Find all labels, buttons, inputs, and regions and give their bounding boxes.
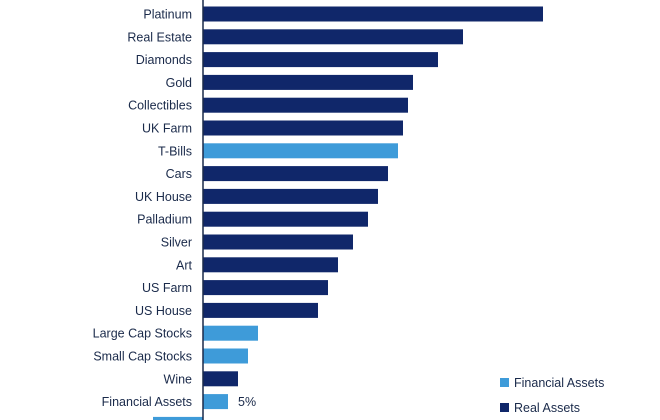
bar-us-farm	[203, 280, 328, 296]
legend-label-real: Real Assets	[514, 401, 580, 415]
category-label: Wine	[164, 372, 193, 386]
bar-t-bills	[203, 143, 398, 159]
category-label: Art	[176, 258, 193, 272]
bar-diamonds	[203, 52, 438, 68]
bar-large-cap-stocks	[203, 325, 258, 341]
category-label: T-Bills	[158, 144, 192, 158]
data-label: 5%	[238, 395, 256, 409]
category-label: Gold	[166, 76, 192, 90]
bar-cars	[203, 166, 388, 182]
category-label: Collectibles	[128, 99, 192, 113]
bar-financial-assets	[203, 394, 228, 410]
category-label: UK Farm	[142, 122, 192, 136]
category-label: Silver	[161, 236, 192, 250]
legend-swatch-financial	[500, 378, 509, 387]
category-label: Platinum	[143, 8, 192, 22]
bar-wine	[203, 371, 238, 387]
bar-gold	[203, 74, 413, 90]
category-label: Cars	[166, 167, 192, 181]
bar-uk-house	[203, 188, 378, 204]
category-label: Large Cap Stocks	[93, 327, 192, 341]
category-label: Palladium	[137, 213, 192, 227]
legend: Financial Assets Real Assets	[500, 376, 604, 415]
category-label: Small Cap Stocks	[93, 350, 192, 364]
legend-label-financial: Financial Assets	[514, 376, 604, 390]
category-label: Real Estate	[127, 30, 192, 44]
bar-palladium	[203, 211, 368, 227]
category-label: US Farm	[142, 281, 192, 295]
bar-us-house	[203, 302, 318, 318]
category-label: US House	[135, 304, 192, 318]
bar-small-cap-stocks	[203, 348, 248, 364]
bar-silver	[203, 234, 353, 250]
category-label: Diamonds	[136, 53, 192, 67]
category-label: Financial Assets	[102, 395, 192, 409]
bar-platinum	[203, 6, 543, 22]
bar-uk-farm	[203, 120, 403, 136]
category-label: UK House	[135, 190, 192, 204]
bar-cut-off	[153, 416, 203, 420]
bar-collectibles	[203, 97, 408, 113]
bar-real-estate	[203, 29, 463, 45]
bars-group: Platinum Real Estate Diamonds Gold Collectib…	[93, 6, 543, 420]
legend-swatch-real	[500, 403, 509, 412]
bar-art	[203, 257, 338, 273]
